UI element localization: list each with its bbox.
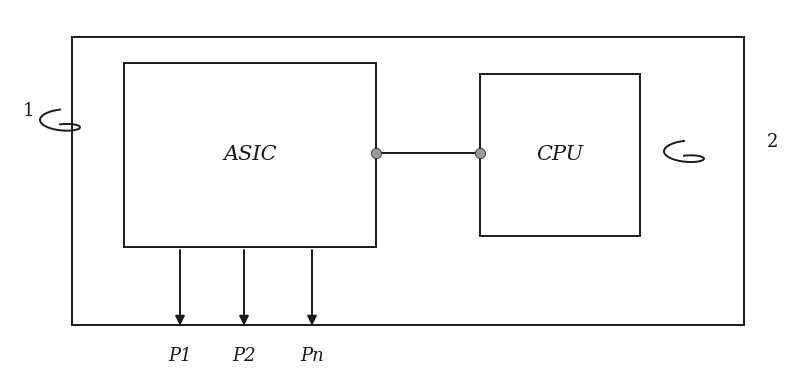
Text: ASIC: ASIC bbox=[223, 145, 277, 165]
Bar bbox=[480, 74, 640, 236]
Point bbox=[370, 150, 382, 156]
Bar bbox=[124, 63, 376, 247]
Text: P2: P2 bbox=[232, 347, 256, 365]
Bar bbox=[72, 37, 744, 325]
Text: 1: 1 bbox=[22, 102, 34, 120]
Text: 2: 2 bbox=[766, 133, 778, 151]
Text: CPU: CPU bbox=[536, 145, 584, 165]
Text: P1: P1 bbox=[168, 347, 192, 365]
Text: Pn: Pn bbox=[300, 347, 324, 365]
Point bbox=[474, 150, 486, 156]
